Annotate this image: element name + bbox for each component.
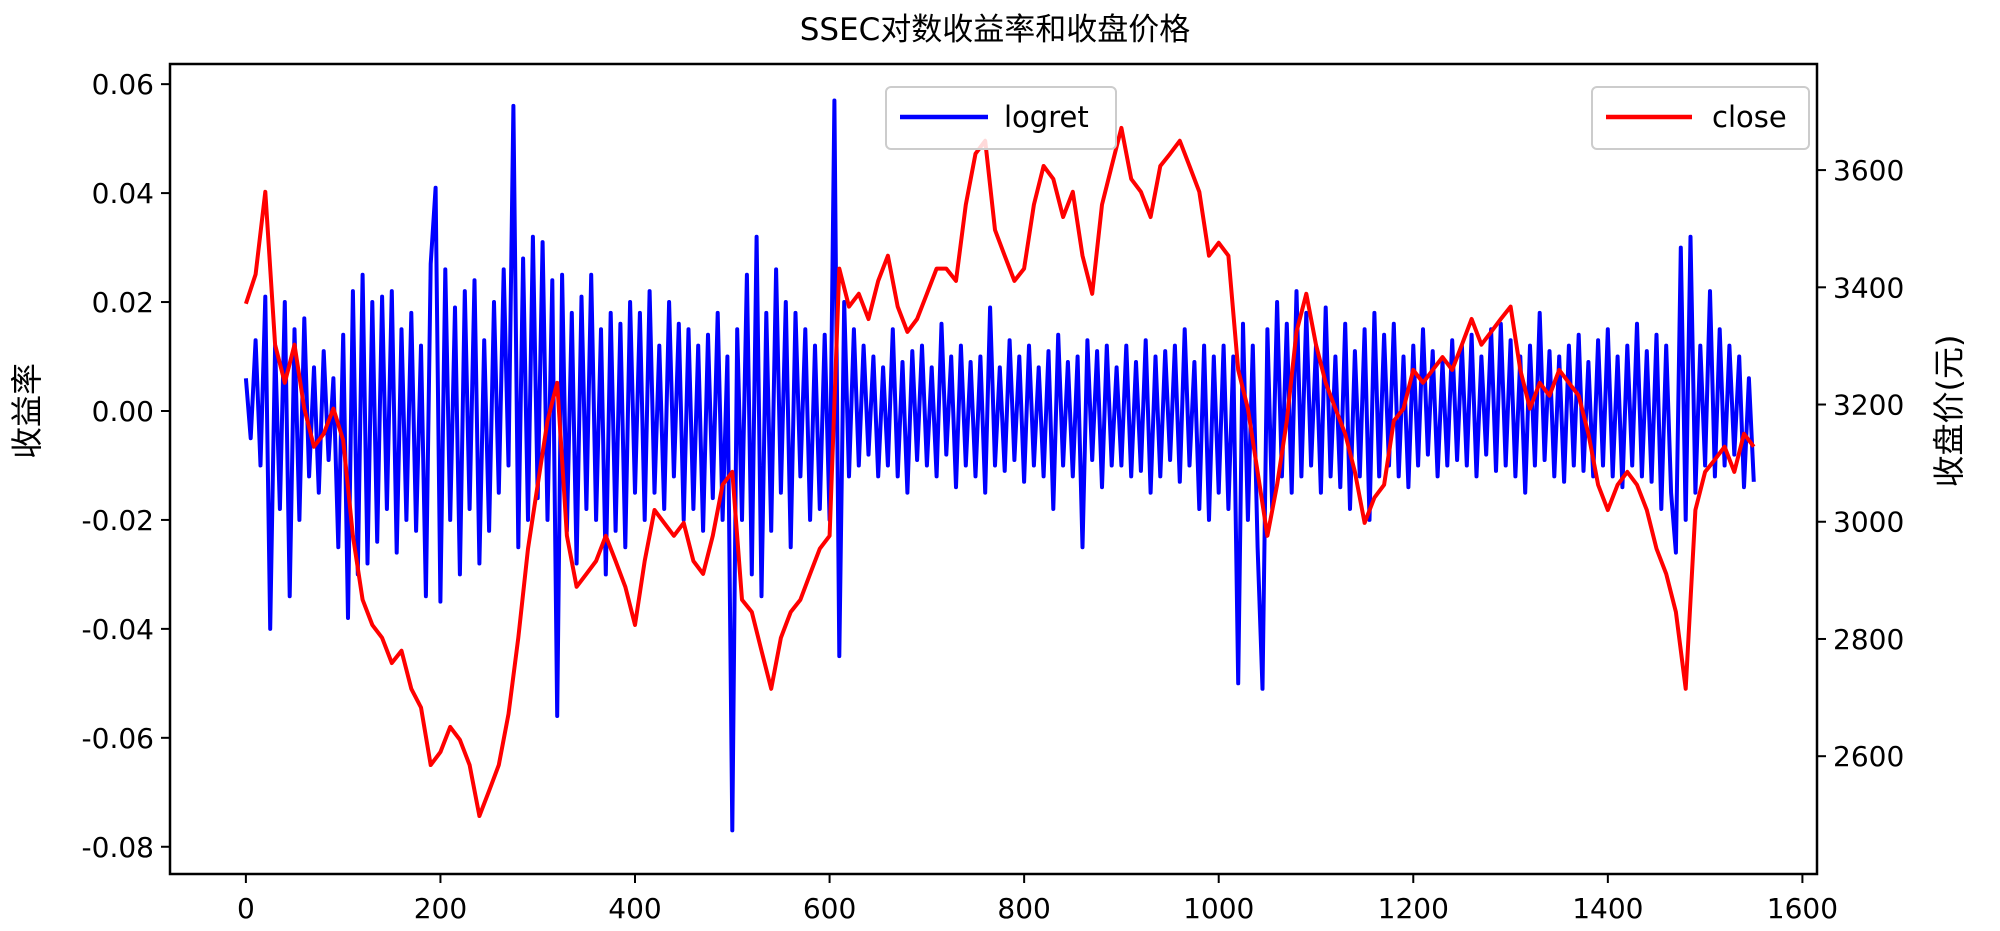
y-axis-left-label: 收益率 xyxy=(8,363,46,459)
x-tick-label: 600 xyxy=(803,892,856,925)
legend-close-label: close xyxy=(1712,100,1787,134)
series-close-line xyxy=(244,125,1756,818)
legend-logret: logret xyxy=(885,86,1117,150)
y-left-tick-label: -0.06 xyxy=(82,722,154,755)
x-tick-label: 400 xyxy=(608,892,661,925)
y-left-tick-label: 0.02 xyxy=(92,286,154,319)
legend-close: close xyxy=(1591,86,1810,150)
plot-frame xyxy=(168,62,1819,876)
x-tick-label: 1600 xyxy=(1767,892,1838,925)
y-right-tick-label: 3600 xyxy=(1833,154,1904,187)
y-left-tick-label: 0.04 xyxy=(92,177,154,210)
y-left-tick-label: -0.02 xyxy=(82,504,154,537)
legend-logret-label: logret xyxy=(1004,100,1089,134)
x-tick-label: 1400 xyxy=(1572,892,1643,925)
x-axis: 0 200 400 600 800 1000 1200 1400 1600 xyxy=(237,874,1838,925)
y-left-tick-label: 0.06 xyxy=(92,68,154,101)
series-logret-line xyxy=(243,98,1756,833)
chart-title: SSEC对数收益率和收盘价格 xyxy=(800,12,1191,48)
y-right-tick-label: 3400 xyxy=(1833,271,1904,304)
x-tick-label: 800 xyxy=(997,892,1050,925)
y-left-tick-label: -0.04 xyxy=(82,613,154,646)
y-axis-right-label: 收盘价(元) xyxy=(1930,335,1968,488)
x-tick-label: 1200 xyxy=(1378,892,1449,925)
y-left-tick-label: -0.08 xyxy=(82,831,154,864)
y-axis-left: 0.06 0.04 0.02 0.00 -0.02 -0.04 -0.06 -0.08 xyxy=(82,68,170,864)
y-axis-right: 3600 3400 3200 3000 2800 2600 xyxy=(1817,154,1904,773)
x-tick-label: 1000 xyxy=(1183,892,1254,925)
plot-lines xyxy=(243,98,1756,833)
y-right-tick-label: 3200 xyxy=(1833,389,1904,422)
y-right-tick-label: 2600 xyxy=(1833,740,1904,773)
y-right-tick-label: 3000 xyxy=(1833,506,1904,539)
y-right-tick-label: 2800 xyxy=(1833,623,1904,656)
x-tick-label: 200 xyxy=(414,892,467,925)
x-tick-label: 0 xyxy=(237,892,255,925)
y-left-tick-label: 0.00 xyxy=(92,395,154,428)
